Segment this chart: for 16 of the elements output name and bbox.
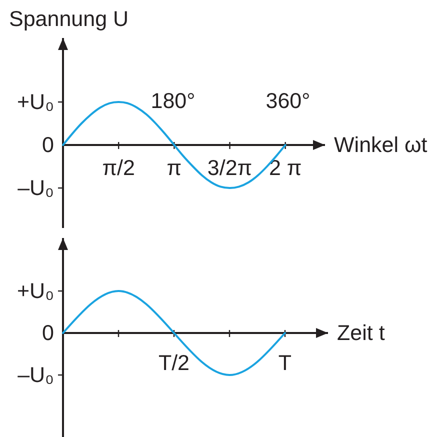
x-tick-label: T/2 <box>158 351 190 375</box>
annotation: 180° <box>150 89 196 113</box>
annotation: 360° <box>266 89 310 113</box>
text: –U₀ <box>18 176 54 200</box>
x-axis-title: Zeit t <box>337 321 385 345</box>
text: +U₀ <box>16 279 54 303</box>
text: –U₀ <box>18 363 54 387</box>
text: +U₀ <box>16 90 54 114</box>
x-axis-title: Winkel ωt <box>334 133 428 157</box>
text: 0 <box>42 321 54 345</box>
x-tick-label: T <box>278 351 292 375</box>
y-axis-title: Spannung U <box>9 7 129 31</box>
x-tick-label: π/2 <box>102 156 135 180</box>
x-tick-label: 3/2π <box>207 156 252 180</box>
text: 0 <box>42 133 54 157</box>
x-tick-label: π <box>166 156 182 180</box>
